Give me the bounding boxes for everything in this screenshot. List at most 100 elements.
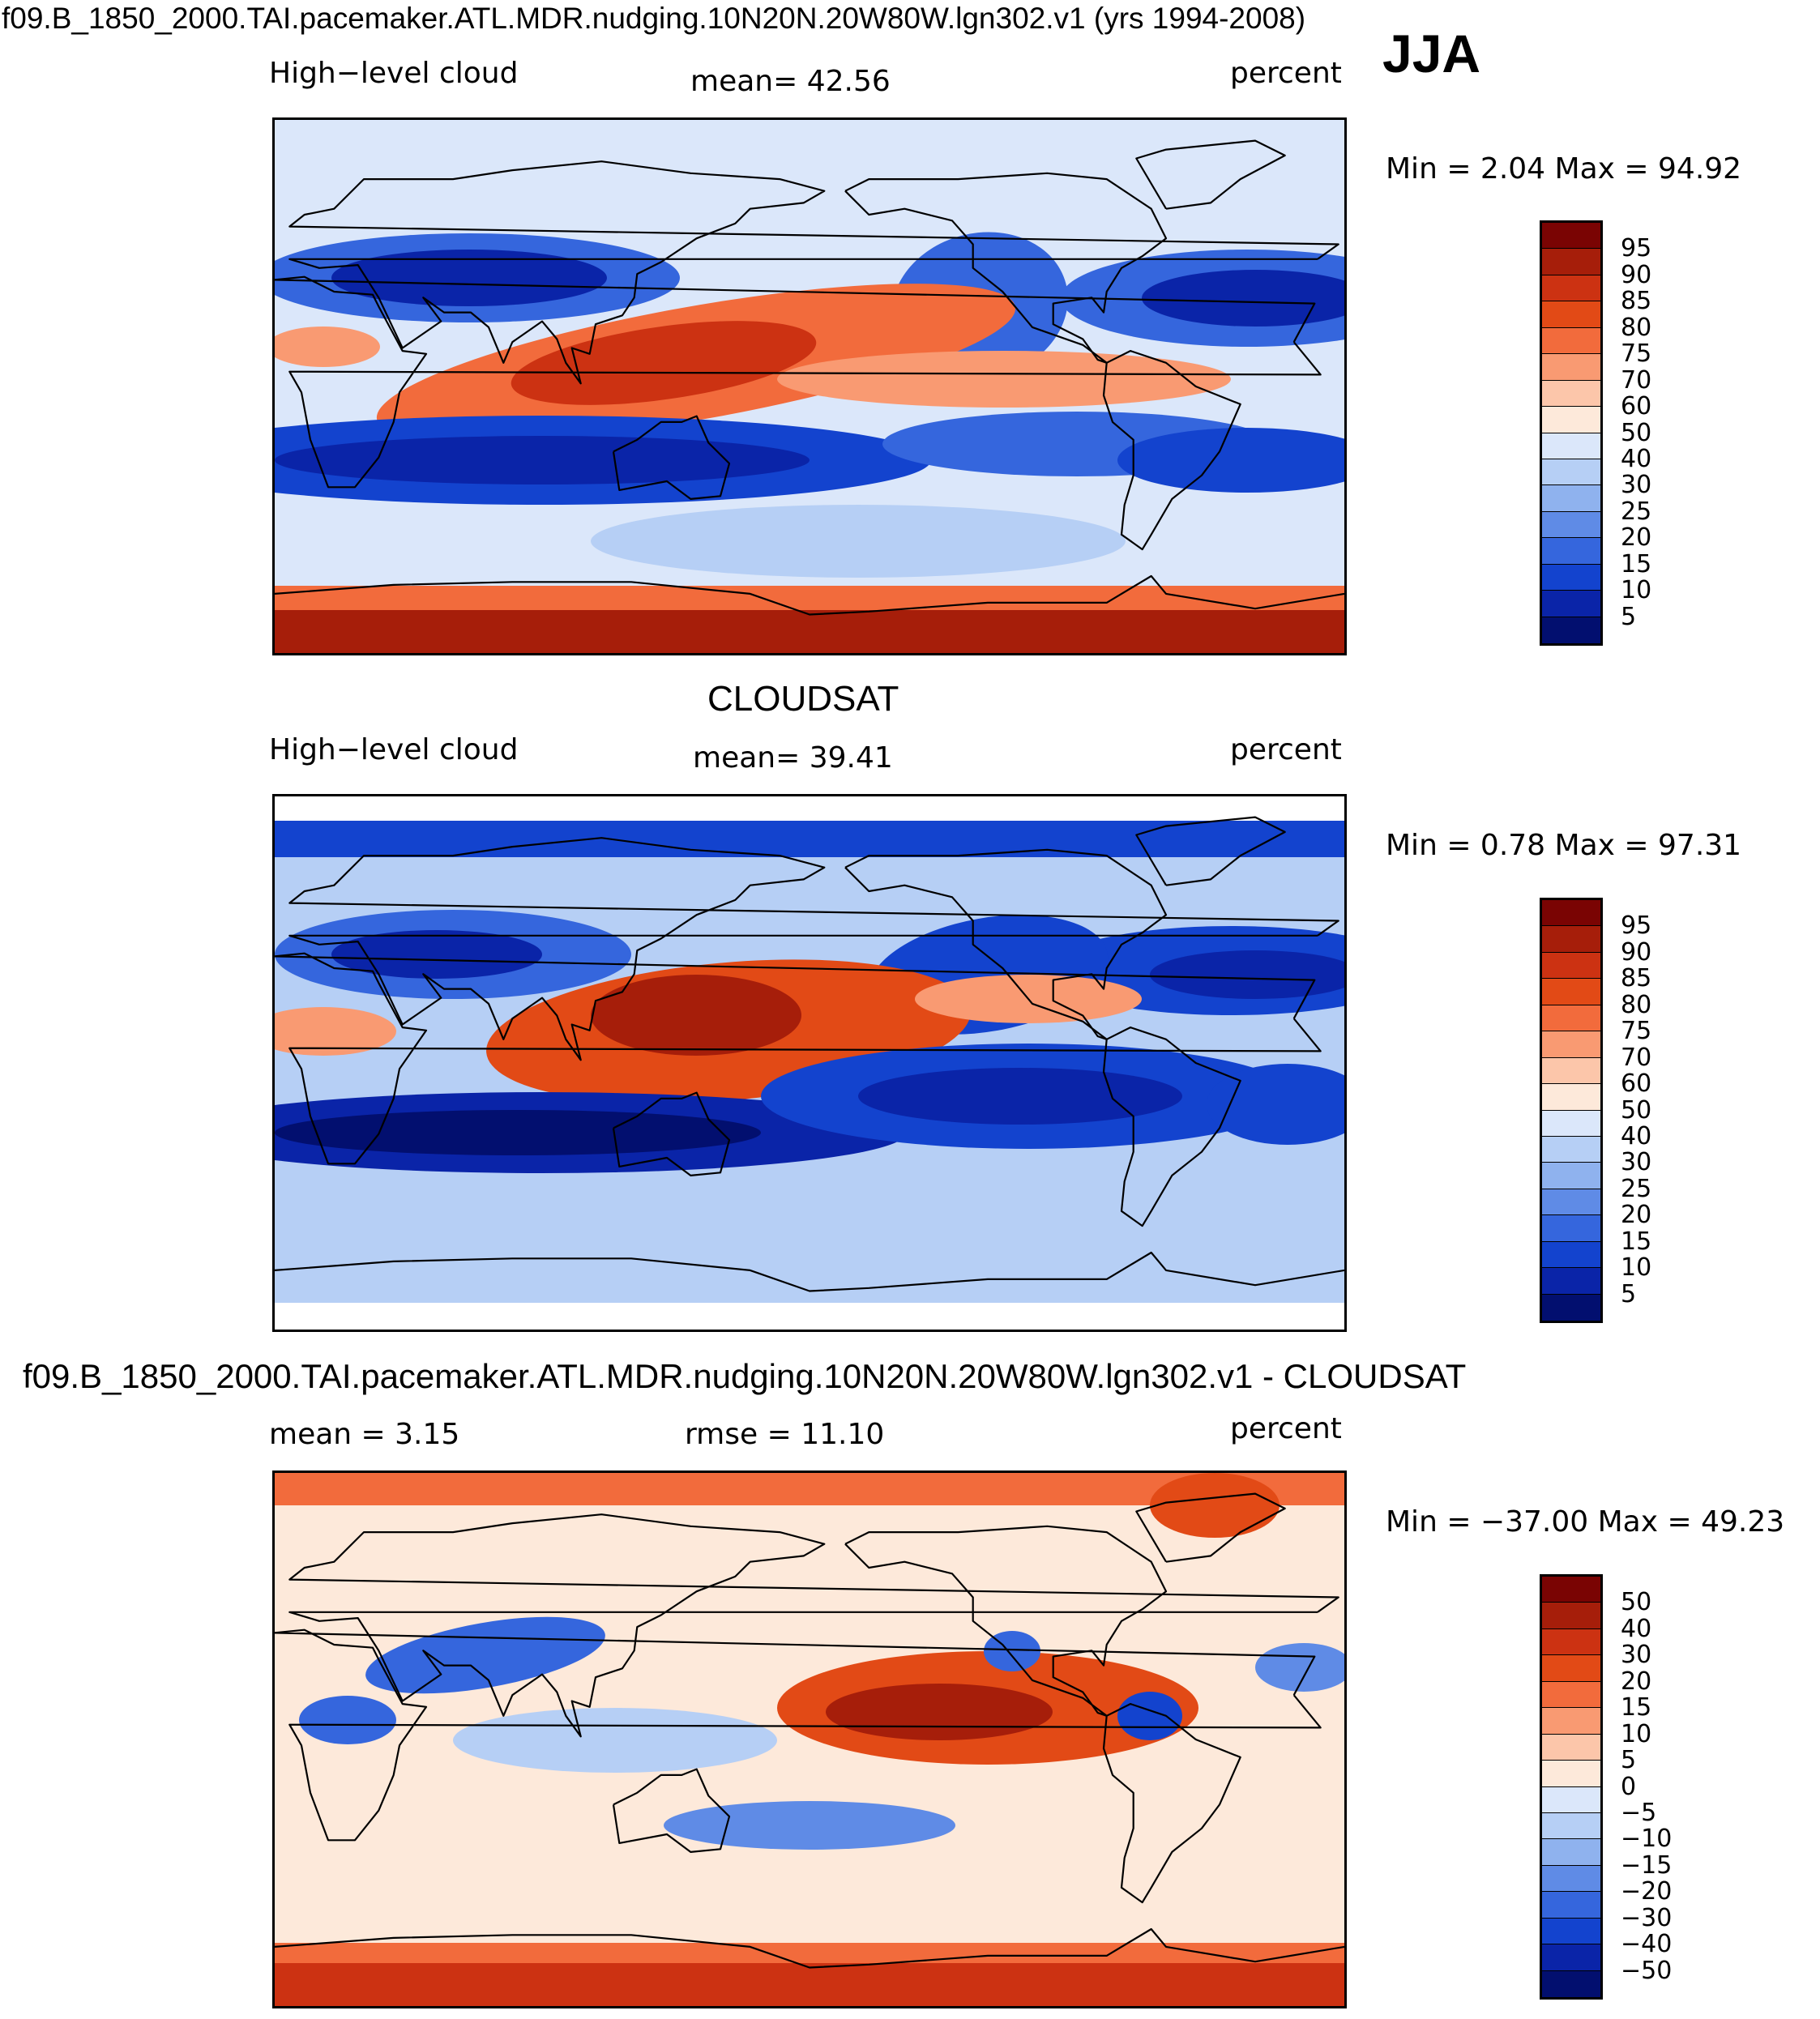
coastline-namerica — [844, 172, 1168, 364]
colorbar-segment — [1542, 327, 1600, 355]
colorbar-segment — [1542, 1734, 1600, 1761]
coastline-namerica — [844, 848, 1168, 1040]
coastline-greenland — [1135, 816, 1286, 886]
colorbar-tick-label: 95 — [1621, 234, 1652, 263]
panel1-contour-field — [275, 120, 1344, 653]
panel2-colorbar — [1540, 898, 1603, 1323]
antarctic-edge-band — [275, 1943, 1344, 1963]
coastline-eurasia — [288, 1513, 1339, 1738]
colorbar-tick-label: 85 — [1621, 964, 1652, 993]
colorbar-tick-label: 30 — [1621, 471, 1652, 500]
positive-core-central-pacific — [826, 1684, 1053, 1740]
colorbar-tick-label: 50 — [1621, 1588, 1652, 1617]
coastline-antarctica — [275, 1927, 1344, 1969]
colorbar-segment — [1542, 1577, 1600, 1603]
colorbar-tick-label: 15 — [1621, 1693, 1652, 1722]
colorbar-segment — [1542, 538, 1600, 565]
colorbar-tick-label: 50 — [1621, 1095, 1652, 1125]
colorbar-segment — [1542, 1812, 1600, 1840]
colorbar-tick-label: 20 — [1621, 1667, 1652, 1696]
colorbar-tick-label: 20 — [1621, 523, 1652, 553]
colorbar-tick-label: 70 — [1621, 365, 1652, 395]
colorbar-segment — [1542, 1268, 1600, 1295]
coastline-greenland — [1135, 139, 1286, 210]
colorbar-segment — [1542, 617, 1600, 643]
colorbar-tick-label: 75 — [1621, 339, 1652, 369]
panel3-rmse-label: rmse = 11.10 — [685, 1418, 885, 1451]
colorbar-segment — [1542, 1241, 1600, 1269]
colorbar-segment — [1542, 485, 1600, 512]
coastline-samerica — [1102, 1027, 1241, 1227]
colorbar-segment — [1542, 1892, 1600, 1919]
colorbar-tick-label: 80 — [1621, 990, 1652, 1019]
colorbar-tick-label: 90 — [1621, 937, 1652, 967]
panel2-map — [272, 794, 1347, 1332]
coastline-antarctica — [275, 574, 1344, 616]
colorbar-tick-label: −15 — [1621, 1850, 1673, 1880]
colorbar-segment — [1542, 1681, 1600, 1709]
colorbar-segment — [1542, 900, 1600, 927]
colorbar-tick-label: 90 — [1621, 260, 1652, 289]
colorbar-tick-label: 15 — [1621, 549, 1652, 578]
panel3-colorbar — [1540, 1574, 1603, 2000]
dry-core-sahara-arabia — [331, 250, 607, 306]
dry-core-atlantic — [1150, 950, 1344, 999]
colorbar-tick-label: 0 — [1621, 1772, 1637, 1801]
colorbar-segment — [1542, 1786, 1600, 1813]
colorbar-segment — [1542, 1603, 1600, 1629]
colorbar-segment — [1542, 380, 1600, 408]
colorbar-segment — [1542, 926, 1600, 953]
colorbar-tick-label: −5 — [1621, 1798, 1657, 1827]
coastline-greenland — [1135, 1492, 1286, 1563]
colorbar-segment — [1542, 1163, 1600, 1189]
coastline-eurasia — [288, 837, 1339, 1061]
colorbar-tick-label: 50 — [1621, 418, 1652, 447]
colorbar-tick-label: 10 — [1621, 1719, 1652, 1748]
no-data-band-south — [275, 1303, 1344, 1330]
colorbar-segment — [1542, 1865, 1600, 1893]
colorbar-tick-label: 40 — [1621, 444, 1652, 473]
colorbar-tick-label: −10 — [1621, 1825, 1673, 1854]
colorbar-segment — [1542, 1110, 1600, 1137]
panel1-map — [272, 117, 1347, 655]
colorbar-tick-label: 10 — [1621, 576, 1652, 605]
colorbar-segment — [1542, 459, 1600, 486]
neutral-region-maritime-continent — [453, 1708, 777, 1773]
positive-region-greenland — [1150, 1473, 1280, 1538]
dry-core-south-indian — [275, 1110, 761, 1155]
coastline-australia — [612, 415, 731, 500]
dry-core-south-pacific — [858, 1068, 1182, 1125]
negative-region-middle-east — [365, 1616, 605, 1694]
coastline-australia — [612, 1768, 731, 1853]
colorbar-tick-label: 60 — [1621, 1069, 1652, 1099]
colorbar-segment — [1542, 407, 1600, 433]
colorbar-tick-label: −40 — [1621, 1930, 1673, 1959]
colorbar-tick-label: −20 — [1621, 1877, 1673, 1906]
negative-region-west-africa — [299, 1696, 396, 1744]
colorbar-segment — [1542, 1084, 1600, 1111]
dry-band-south-atlantic — [1207, 1064, 1344, 1145]
coastline-antarctica — [275, 1251, 1344, 1292]
colorbar-tick-label: 15 — [1621, 1227, 1652, 1256]
convective-core-bay-of-bengal — [591, 975, 801, 1056]
coastline-africa — [275, 1628, 1322, 1842]
coastline-samerica — [1102, 350, 1241, 551]
convective-core-indian-ocean — [511, 321, 817, 405]
negative-region-caribbean — [1117, 1692, 1182, 1740]
panel2-mean-label: mean= 39.41 — [693, 741, 893, 775]
colorbar-tick-label: 30 — [1621, 1641, 1652, 1670]
colorbar-segment — [1542, 1918, 1600, 1945]
colorbar-tick-label: 95 — [1621, 911, 1652, 941]
arctic-band — [275, 821, 1344, 857]
colorbar-segment — [1542, 591, 1600, 617]
panel3-map — [272, 1470, 1347, 2008]
colorbar-tick-label: −50 — [1621, 1956, 1673, 1985]
coastline-namerica — [844, 1525, 1168, 1717]
colorbar-tick-label: 5 — [1621, 1279, 1637, 1308]
panel2-contour-field — [275, 796, 1344, 1330]
colorbar-segment — [1542, 564, 1600, 591]
panel1-units-label: percent — [1230, 57, 1342, 90]
colorbar-tick-label: 10 — [1621, 1253, 1652, 1283]
colorbar-tick-label: 20 — [1621, 1201, 1652, 1230]
southern-ocean-band — [591, 505, 1126, 578]
